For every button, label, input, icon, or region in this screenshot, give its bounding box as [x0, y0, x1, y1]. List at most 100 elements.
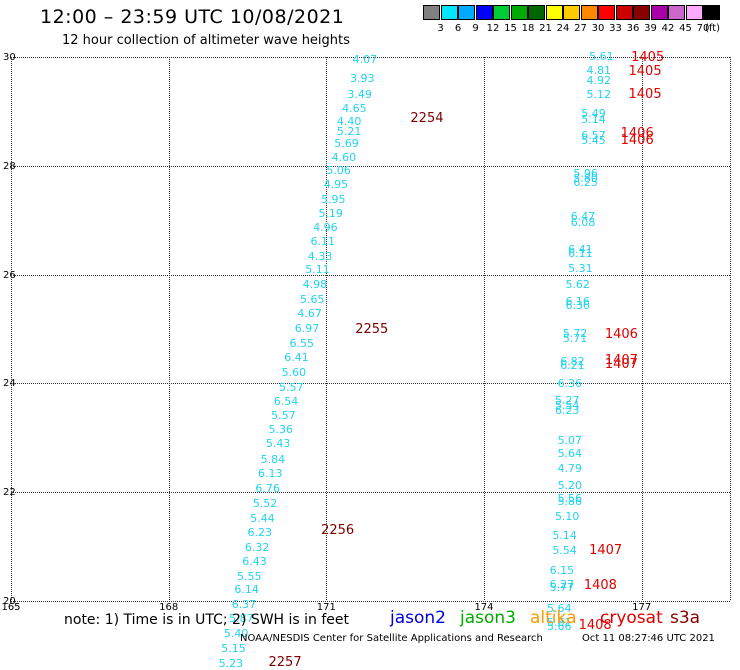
satellite-legend-jason3: jason3 [460, 608, 516, 628]
longitude-gridline [326, 57, 328, 600]
pass-time-label: 2254 [410, 110, 444, 126]
wave-height-value: 5.69 [334, 137, 359, 151]
wave-height-value: 5.19 [318, 206, 343, 220]
pass-time-label: 1405 [631, 50, 665, 65]
wave-height-value: 6.82 [560, 354, 585, 368]
pass-time-label: 1406 [604, 327, 638, 343]
colorbar-label: 27 [574, 23, 587, 34]
wave-height-value: 6.32 [244, 540, 270, 554]
pass-time-label: 1406 [620, 132, 654, 148]
latitude-gridline [11, 601, 730, 602]
wave-height-value: 5.27 [554, 393, 580, 407]
longitude-tick-label: 165 [1, 602, 21, 613]
wave-height-value: 5.23 [218, 656, 244, 670]
wave-height-value: 4.67 [297, 306, 322, 320]
units-note: note: 1) Time is in UTC; 2) SWH is in fe… [64, 612, 350, 628]
wave-height-value: 5.57 [279, 380, 304, 394]
colorbar-swatch [563, 5, 580, 20]
wave-height-value: 6.41 [568, 243, 593, 257]
wave-height-value: 5.95 [321, 192, 346, 206]
wave-height-value: 6.14 [234, 583, 259, 597]
latitude-tick-label: 30 [3, 52, 16, 63]
wave-height-value: 4.96 [313, 221, 338, 235]
colorbar-swatch [475, 5, 493, 20]
credit-footer: NOAA/NESDIS Center for Satellite Applica… [240, 633, 543, 644]
wave-height-value: 6.27 [549, 577, 575, 591]
wave-height-value: 6.47 [570, 210, 596, 224]
map-plot-area: 4.07 3.93 3.49 4.65 4.40 5.21 5.69 4.60 5.06 4.95… [11, 50, 731, 670]
latitude-tick-label: 22 [3, 487, 16, 499]
colorbar-swatch [423, 5, 440, 20]
pass-time-label: 1405 [628, 86, 662, 102]
wave-height-value: 5.44 [250, 512, 275, 526]
colorbar-swatch [633, 5, 650, 20]
plot-right-border [730, 57, 731, 600]
longitude-tick-label: 168 [159, 602, 179, 613]
wave-height-value: 3.49 [347, 88, 372, 102]
wave-height-value: 6.41 [284, 351, 309, 365]
wave-height-value: 4.60 [331, 150, 357, 164]
wave-height-value: 5.12 [586, 88, 611, 102]
wave-height-value: 5.80 [573, 172, 598, 186]
pass-time-label: 1408 [583, 577, 617, 593]
satellite-legend-jason2: jason2 [390, 608, 446, 628]
wave-height-value: 5.72 [562, 327, 588, 341]
wave-height-value: 5.96 [573, 166, 598, 180]
wave-height-value: 5.36 [268, 422, 294, 436]
pass-time-label: 1406 [620, 126, 654, 142]
wave-height-value: 5.60 [281, 365, 307, 379]
latitude-gridline [11, 383, 730, 385]
colorbar-swatch [580, 5, 598, 20]
wave-height-value: 5.56 [557, 491, 583, 505]
colorbar-swatch [668, 5, 685, 20]
pass-time-label: 1407 [604, 353, 638, 368]
wave-height-value: 6.37 [231, 597, 257, 611]
latitude-tick-label: 28 [3, 160, 16, 172]
wave-height-value: 5.61 [589, 50, 614, 63]
wave-height-value: 5.86 [557, 494, 583, 508]
colorbar-swatch [703, 5, 720, 20]
colorbar-label: 30 [591, 23, 605, 34]
wave-height-value: 4.92 [586, 74, 611, 88]
wave-height-value: 4.95 [323, 177, 349, 191]
wave-height-value: 6.15 [549, 564, 575, 578]
colorbar-swatch [493, 5, 510, 20]
wave-height-value: 6.55 [289, 336, 315, 350]
wave-height-value: 5.65 [300, 293, 325, 307]
satellite-legend-cryosat: cryosat [600, 608, 663, 628]
wave-height-value: 5.87 [229, 612, 254, 626]
wave-height-value: 4.40 [336, 115, 362, 129]
wave-height-value: 6.23 [554, 403, 580, 417]
wave-height-value: 6.97 [294, 322, 320, 335]
wave-height-value: 5.14 [552, 528, 577, 542]
wave-height-value: 6.08 [570, 215, 596, 229]
wave-height-value: 5.71 [562, 331, 588, 345]
colorbar-label: 18 [521, 23, 535, 34]
wave-height-value: 5.45 [581, 134, 606, 148]
wave-height-value: 5.62 [565, 278, 590, 292]
wave-height-value: 6.43 [242, 554, 267, 568]
wave-height-value: 5.64 [557, 447, 583, 461]
wave-height-value: 5.55 [236, 569, 262, 583]
latitude-tick-label: 20 [3, 596, 16, 607]
wave-height-value: 5.06 [326, 164, 351, 178]
wave-height-value: 6.11 [310, 234, 336, 248]
pass-time-label: 1407 [604, 357, 638, 373]
colorbar-label: 33 [609, 23, 622, 34]
wave-height-value: 5.61 [547, 615, 572, 629]
latitude-gridline [11, 57, 730, 58]
colorbar-label: 24 [556, 23, 570, 34]
pass-time-label: 1408 [578, 618, 612, 634]
pass-time-label: 1407 [589, 543, 623, 559]
wave-height-value: 6.11 [568, 246, 593, 260]
wave-height-value: 5.49 [581, 107, 606, 121]
colorbar-label: 45 [679, 23, 692, 34]
longitude-gridline [168, 57, 170, 600]
wave-height-value: 4.81 [586, 63, 611, 77]
longitude-tick-label: 174 [474, 602, 494, 613]
wave-height-value: 5.52 [252, 497, 278, 511]
wave-height-value: 5.43 [265, 437, 291, 451]
wave-height-value: 3.93 [349, 71, 375, 85]
wave-height-value: 6.23 [247, 526, 272, 539]
wave-height-value: 4.33 [307, 250, 333, 264]
